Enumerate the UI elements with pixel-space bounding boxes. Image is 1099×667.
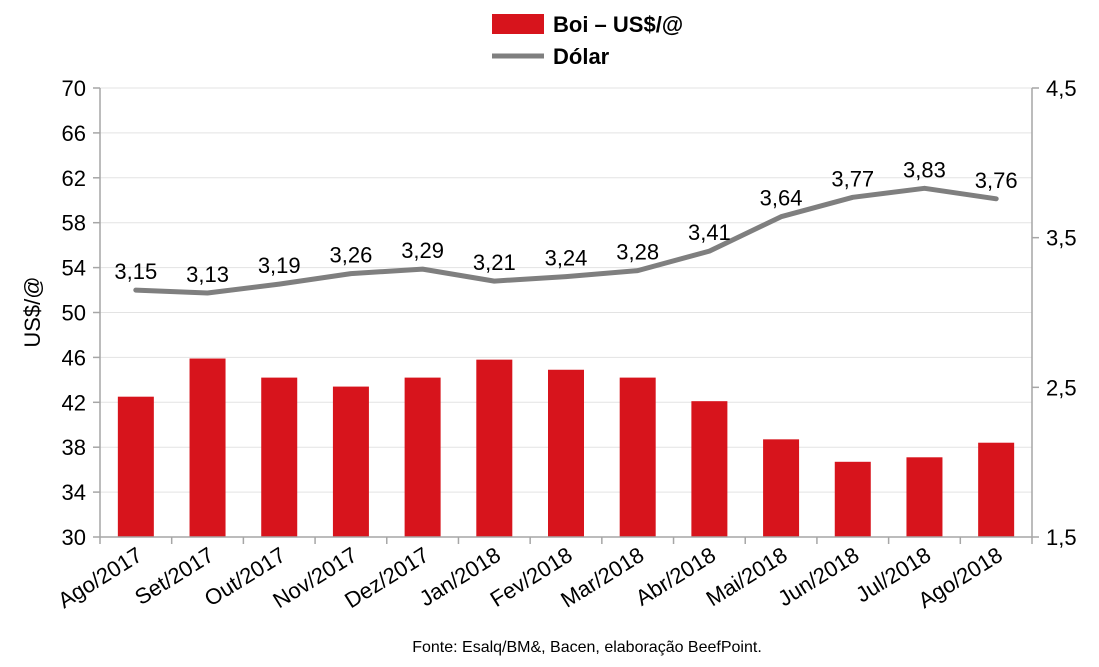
data-label-dolar: 3,83 [903, 157, 946, 182]
data-label-dolar: 3,24 [545, 246, 588, 271]
bar-Jan/2018 [476, 359, 513, 537]
data-label-dolar: 3,19 [258, 253, 301, 278]
left-axis-tick-labels: 30 34 38 42 46 50 54 58 62 66 70 [62, 76, 86, 550]
y-tick-label: 46 [62, 345, 86, 370]
bar-Set/2017 [189, 358, 226, 537]
legend: Boi – US$/@ Dólar [492, 12, 683, 69]
x-tick-label: Mai/2018 [702, 542, 792, 611]
bar-Nov/2017 [332, 386, 369, 537]
x-tick-label: Abr/2018 [631, 542, 720, 611]
bar-Jul/2018 [906, 457, 943, 537]
y-axis-title: US$/@ [20, 276, 45, 347]
bar-Mai/2018 [763, 439, 800, 537]
y-tick-label: 54 [62, 256, 86, 281]
x-tick-label: Jun/2018 [773, 542, 863, 611]
y-tick-label: 58 [62, 211, 86, 236]
data-label-dolar: 3,64 [760, 186, 803, 211]
bar-Out/2017 [261, 377, 298, 537]
y2-tick-label: 3,5 [1046, 226, 1077, 251]
data-label-dolar: 3,21 [473, 250, 516, 275]
y2-tick-label: 1,5 [1046, 525, 1077, 550]
right-axis-tick-labels: 1,5 2,5 3,5 4,5 [1046, 76, 1077, 550]
legend-swatch-boi [492, 14, 544, 34]
y-tick-label: 50 [62, 301, 86, 326]
y2-tick-label: 4,5 [1046, 76, 1077, 101]
x-axis-tick-labels: Ago/2017Set/2017Out/2017Nov/2017Dez/2017… [53, 542, 1006, 613]
bar-Ago/2017 [117, 396, 154, 537]
y-tick-label: 66 [62, 121, 86, 146]
legend-label-dolar: Dólar [553, 44, 610, 69]
source-note: Fonte: Esalq/BM&, Bacen, elaboração Beef… [412, 639, 762, 656]
data-label-dolar: 3,76 [975, 168, 1018, 193]
x-tick-label: Mar/2018 [556, 542, 648, 612]
data-label-dolar: 3,77 [831, 166, 874, 191]
y-tick-label: 34 [62, 480, 86, 505]
y-tick-label: 62 [62, 166, 86, 191]
line-dolar [133, 185, 999, 296]
y-tick-label: 30 [62, 525, 86, 550]
y2-tick-label: 2,5 [1046, 375, 1077, 400]
data-label-dolar: 3,28 [616, 240, 659, 265]
bar-Mar/2018 [619, 377, 656, 537]
axes [93, 87, 1039, 544]
bar-Fev/2018 [548, 369, 584, 537]
y-tick-label: 42 [62, 390, 86, 415]
data-label-dolar: 3,15 [114, 259, 157, 284]
bar-Ago/2018 [978, 442, 1015, 537]
legend-label-boi: Boi – US$/@ [553, 12, 683, 37]
data-label-dolar: 3,26 [330, 243, 373, 268]
bar-Abr/2018 [691, 401, 728, 537]
data-label-dolar: 3,29 [401, 238, 444, 263]
bar-Dez/2017 [404, 377, 441, 537]
x-tick-label: Ago/2017 [53, 542, 146, 613]
y-tick-label: 70 [62, 76, 86, 101]
y-tick-label: 38 [62, 435, 86, 460]
bar-series [117, 358, 1015, 537]
data-label-dolar: 3,41 [688, 220, 731, 245]
line-series: 3,15 3,13 3,19 3,26 3,29 3,21 3,24 3,28 3,41 3,64… [114, 157, 1018, 296]
data-label-dolar: 3,13 [186, 262, 229, 287]
bar-Jun/2018 [834, 461, 871, 537]
